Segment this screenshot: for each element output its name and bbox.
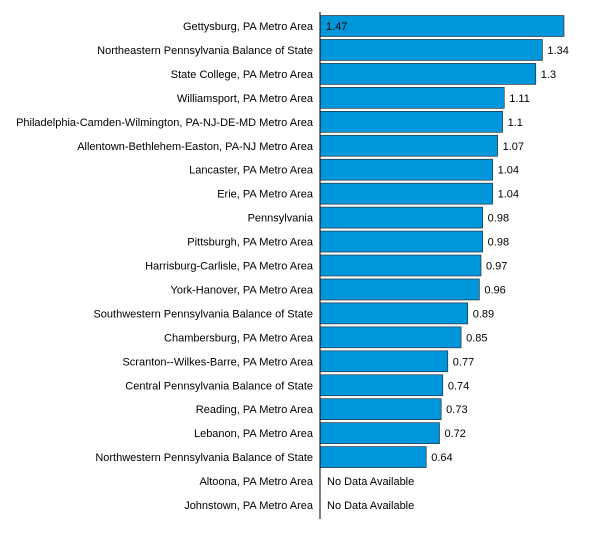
category-label: Lancaster, PA Metro Area — [189, 165, 314, 177]
bar — [319, 278, 480, 301]
category-label: Central Pennsylvania Balance of State — [125, 380, 313, 392]
data-label: 1.3 — [541, 69, 556, 81]
data-label: 1.1 — [508, 117, 523, 129]
data-label: 0.73 — [446, 404, 467, 416]
data-label: 0.85 — [466, 332, 487, 344]
category-label: Chambersburg, PA Metro Area — [164, 332, 314, 344]
data-label: 0.74 — [448, 380, 469, 392]
category-label: Erie, PA Metro Area — [217, 189, 314, 201]
data-label: 0.72 — [445, 428, 466, 440]
bar — [319, 446, 427, 468]
bar — [319, 15, 565, 37]
category-label: Lebanon, PA Metro Area — [194, 428, 314, 440]
category-label: Johnstown, PA Metro Area — [184, 500, 314, 512]
data-label: 0.64 — [431, 452, 452, 464]
bar — [319, 374, 444, 397]
bar — [319, 230, 483, 253]
data-label: 1.04 — [498, 165, 519, 177]
category-label: Reading, PA Metro Area — [196, 404, 314, 416]
bar — [319, 206, 483, 229]
bar — [319, 87, 505, 109]
data-label: 0.96 — [484, 284, 505, 296]
bar — [319, 158, 493, 181]
bar — [319, 134, 498, 157]
category-label: Northeastern Pennsylvania Balance of Sta… — [97, 45, 313, 57]
data-label: 1.47 — [326, 21, 347, 33]
category-label: State College, PA Metro Area — [171, 69, 314, 81]
category-label: Allentown-Bethlehem-Easton, PA-NJ Metro … — [77, 141, 314, 153]
category-label: Gettysburg, PA Metro Area — [183, 21, 314, 33]
category-label: Altoona, PA Metro Area — [199, 476, 313, 488]
bar — [319, 111, 503, 133]
data-label: 0.89 — [473, 308, 494, 320]
data-label: 1.07 — [503, 141, 524, 153]
bar — [319, 39, 543, 61]
category-label: Scranton--Wilkes-Barre, PA Metro Area — [122, 356, 313, 368]
bar — [319, 350, 449, 373]
bar — [319, 398, 442, 421]
data-label: 0.98 — [488, 237, 509, 249]
bar — [319, 302, 469, 325]
category-label: Philadelphia-Camden-Wilmington, PA-NJ-DE… — [16, 117, 314, 129]
data-label: 1.04 — [498, 189, 519, 201]
data-label: 0.97 — [486, 261, 507, 273]
bar — [319, 422, 440, 444]
data-label: 1.11 — [509, 93, 530, 105]
data-label: No Data Available — [327, 500, 414, 512]
bar — [319, 63, 537, 85]
category-label: Pennsylvania — [248, 213, 314, 225]
data-label: 1.34 — [547, 45, 568, 57]
data-label: 0.98 — [488, 213, 509, 225]
bar — [319, 182, 493, 205]
bar — [319, 254, 482, 277]
category-label: Northwestern Pennsylvania Balance of Sta… — [95, 452, 313, 464]
category-label: Pittsburgh, PA Metro Area — [187, 237, 314, 249]
category-label: Southwestern Pennsylvania Balance of Sta… — [93, 308, 313, 320]
category-label: York-Hanover, PA Metro Area — [171, 284, 314, 296]
category-label: Harrisburg-Carlisle, PA Metro Area — [145, 261, 314, 273]
data-label: No Data Available — [327, 476, 414, 488]
category-label: Williamsport, PA Metro Area — [177, 93, 314, 105]
data-label: 0.77 — [453, 356, 474, 368]
bar — [319, 326, 462, 349]
